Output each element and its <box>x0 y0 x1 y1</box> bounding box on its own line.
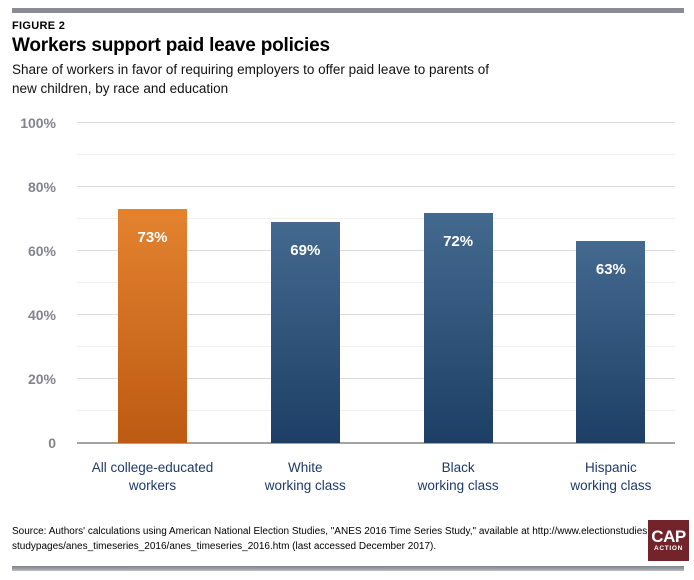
gridline-10 <box>77 410 675 411</box>
bar-value-label-all-college-educated-workers: 73% <box>137 229 168 247</box>
y-tick-label-0: 0 <box>48 435 56 451</box>
x-axis-labels: All college-educated workers White workin… <box>77 459 675 503</box>
chart-subtitle: Share of workers in favor of requiring e… <box>12 62 490 96</box>
y-axis: 100% 80% 60% 40% 20% 0 <box>8 115 56 451</box>
logo-action-text: ACTION <box>653 545 684 552</box>
gridline-20 <box>77 378 675 379</box>
gridline-40 <box>77 314 675 315</box>
bar-value-label-white-working-class: 69% <box>290 242 321 260</box>
bar-black-working-class: 72% <box>423 212 493 443</box>
gridline-80 <box>77 186 675 187</box>
gridline-30 <box>77 346 675 347</box>
gridline-100 <box>77 122 675 123</box>
bar-value-label-black-working-class: 72% <box>443 232 474 250</box>
gridline-60 <box>77 250 675 251</box>
gridline-50 <box>77 282 675 283</box>
bar-white-working-class: 69% <box>270 222 340 443</box>
gridline-70 <box>77 218 675 219</box>
bar-all-college-educated-workers: 73% <box>118 209 187 443</box>
plot-area: 73% 69% 72% 63% <box>77 122 675 444</box>
x-axis-label-white-working-class: White working class <box>264 460 346 494</box>
chart-title: Workers support paid leave policies <box>12 35 330 56</box>
y-tick-label-100: 100% <box>20 115 56 131</box>
source-note: Source: Authors' calculations using Amer… <box>12 526 671 552</box>
bottom-rule <box>12 566 684 571</box>
bar-hispanic-working-class: 63% <box>576 241 646 443</box>
top-rule <box>12 8 684 13</box>
y-tick-label-40: 40% <box>27 307 56 323</box>
logo-cap-text: CAP <box>651 527 686 546</box>
x-axis-label-black-working-class: Black working class <box>417 460 499 494</box>
x-axis-baseline <box>77 442 675 444</box>
x-axis-label-hispanic-working-class: Hispanic working class <box>570 460 652 494</box>
cap-action-logo: CAP ACTION <box>648 520 689 561</box>
y-tick-label-60: 60% <box>27 243 56 259</box>
bar-value-label-hispanic-working-class: 63% <box>595 261 626 279</box>
gridline-90 <box>77 154 675 155</box>
x-axis-label-all-college-educated-workers: All college-educated workers <box>91 460 214 494</box>
figure-label: FIGURE 2 <box>12 20 66 32</box>
y-tick-label-80: 80% <box>27 179 56 195</box>
y-tick-label-20: 20% <box>27 371 56 387</box>
